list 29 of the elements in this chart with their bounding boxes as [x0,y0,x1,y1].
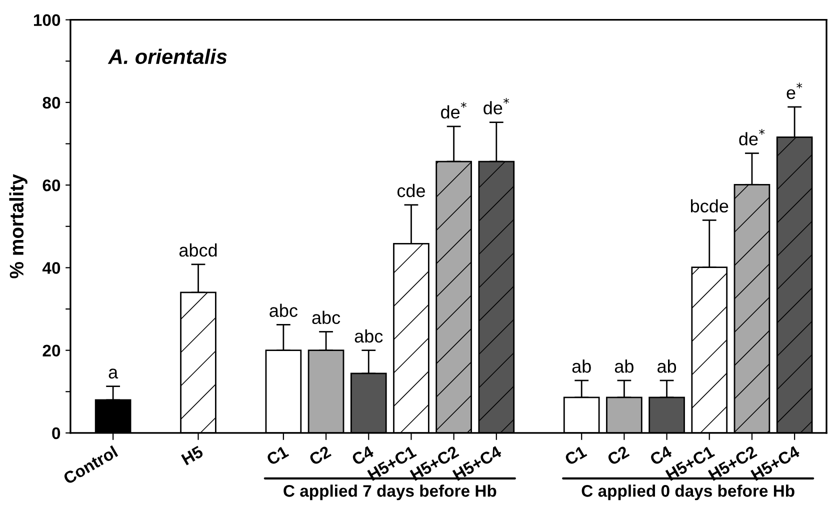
y-tick-label: 80 [42,96,60,109]
data-label: abc [312,310,340,324]
text: C applied 7 days before Hb [284,484,496,500]
x-tick-label: H5 [181,446,204,466]
data-label: cde [397,184,425,198]
data-label: ab [614,360,634,373]
data-label: de$^{*}$ [484,98,510,114]
data-label: de$^{*}$ [441,102,466,119]
data-label: de$^{*}$ [739,128,765,146]
data-label: bcde [690,199,728,212]
data-label: abc [354,329,383,343]
y-tick-label: 100 [34,14,60,26]
y-tick-label: 40 [42,262,60,274]
data-label: e$^{*}$ [786,82,802,100]
y-axis-title: % mortality [9,174,28,278]
y-tick-label: 0 [52,427,60,440]
y-tick-label: 20 [42,344,60,357]
x-tick-label: C2 [308,445,332,466]
data-label: abc [270,304,298,318]
data-label: ab [658,360,676,373]
x-tick-label: C1 [266,445,290,466]
x-tick-label: C2 [606,445,630,466]
data-label: a [108,368,118,379]
data-label: ab [572,360,591,373]
data-label: abcd [179,243,217,257]
y-tick-label: 60 [42,179,60,192]
text: A. orientalis [108,48,227,64]
text: C applied 0 days before Hb [582,484,794,500]
x-tick-label: C1 [564,445,588,466]
